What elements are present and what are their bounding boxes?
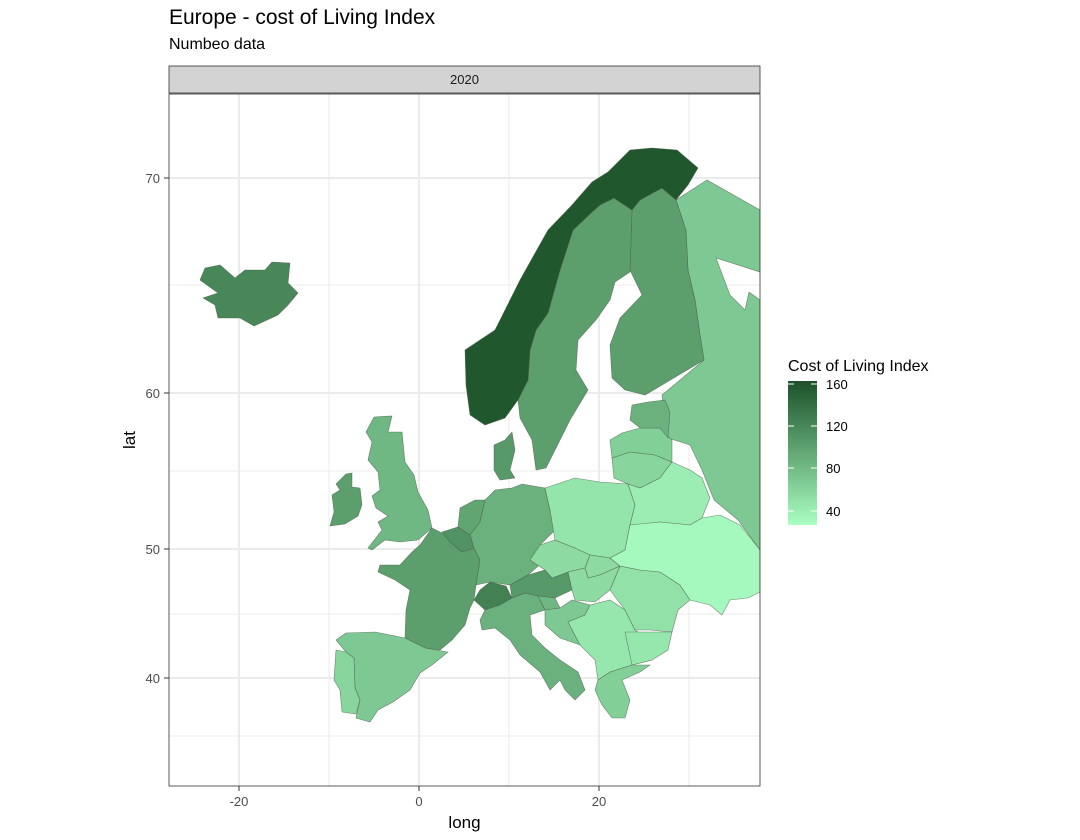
y-tick-label: 40 [146,671,160,686]
chart-subtitle: Numbeo data [169,36,266,53]
y-axis: 40 50 60 70 lat [120,171,169,686]
y-tick-label: 70 [146,171,160,186]
country-greece [594,664,651,719]
y-axis-title: lat [120,431,139,449]
legend-label: 120 [826,419,848,434]
country-portugal [333,649,361,715]
country-ireland [329,472,363,527]
panel-border [168,93,761,787]
x-axis: -20 0 20 long [230,786,606,832]
legend-title: Cost of Living Index [788,358,929,375]
legend-label: 80 [826,461,840,476]
legend-colorbar [788,381,817,525]
country-estonia [629,399,671,439]
x-axis-title: long [448,813,480,832]
country-norway [464,147,699,426]
countries [199,147,760,723]
country-latvia [609,427,673,463]
country-ukraine [609,514,760,616]
facet-strip [168,65,761,94]
legend-label: 40 [826,504,840,519]
x-tick-label: 20 [592,794,606,809]
legend-label: 160 [826,377,848,392]
x-tick-label: 0 [415,794,422,809]
chart-title: Europe - cost of Living Index [169,6,436,29]
x-tick-label: -20 [230,794,249,809]
country-uk [365,415,433,551]
legend: Cost of Living Index 160 120 80 40 [788,358,929,525]
country-iceland [199,261,299,327]
y-tick-label: 60 [146,386,160,401]
country-denmark [493,431,516,481]
country-hungary [567,565,621,603]
country-bulgaria [624,631,673,666]
y-tick-label: 50 [146,542,160,557]
facet-label: 2020 [450,72,479,87]
